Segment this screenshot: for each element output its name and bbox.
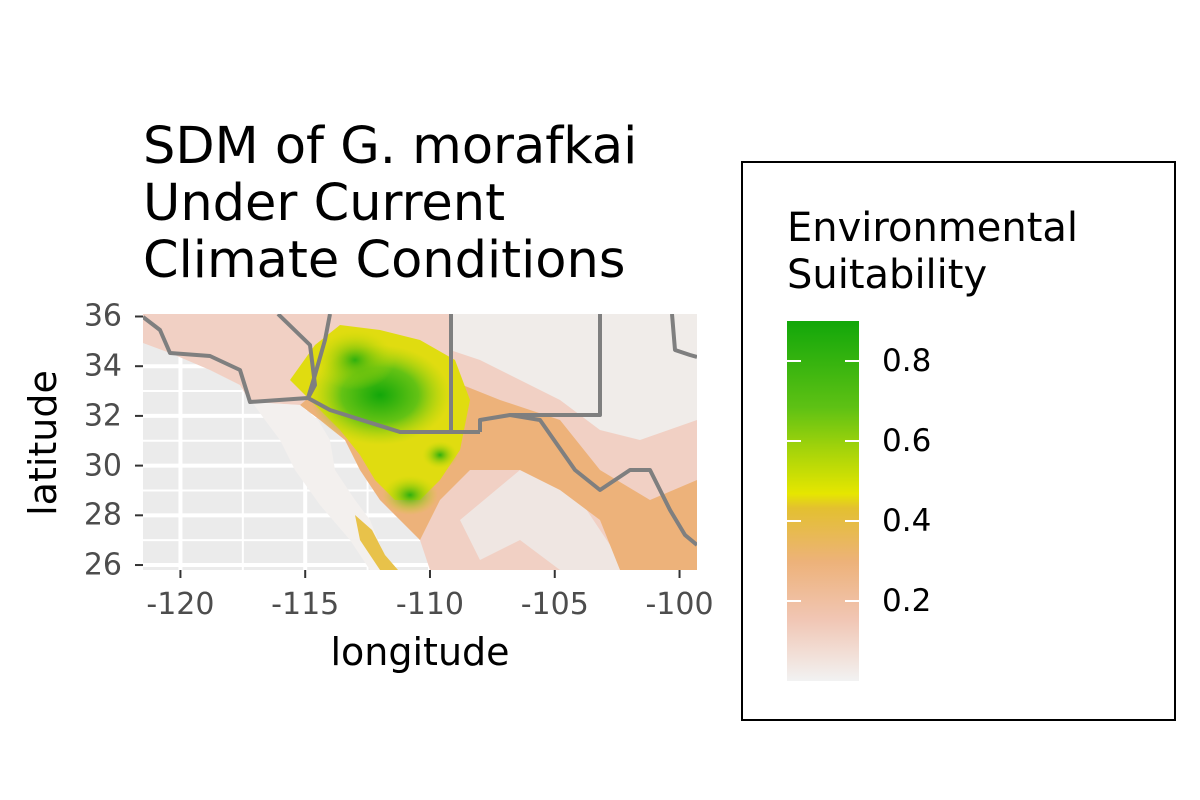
colorbar-tick-label: 0.6 bbox=[882, 423, 932, 459]
colorbar-tick bbox=[845, 600, 859, 602]
y-tick-label: 36 bbox=[83, 298, 122, 334]
legend: Environmental Suitability 0.8 0.6 0.4 0.2 bbox=[741, 161, 1176, 721]
title-line: Under Current bbox=[143, 174, 506, 233]
y-tick-label: 26 bbox=[83, 547, 122, 583]
colorbar-tick bbox=[787, 520, 801, 522]
colorbar bbox=[787, 321, 859, 681]
y-tick-label: 32 bbox=[83, 398, 122, 434]
x-tick-label: -110 bbox=[395, 587, 465, 622]
colorbar-tick bbox=[845, 440, 859, 442]
legend-title-line: Environmental bbox=[787, 205, 1079, 251]
colorbar-tick bbox=[787, 440, 801, 442]
chart-title: SDM of G. morafkai Under Current Climate… bbox=[143, 118, 723, 289]
x-tick-label: -120 bbox=[146, 587, 215, 622]
legend-title: Environmental Suitability bbox=[787, 205, 1078, 299]
colorbar-tick-label: 0.4 bbox=[882, 503, 932, 539]
x-tick-label: -100 bbox=[645, 587, 714, 622]
colorbar-tick bbox=[787, 600, 801, 602]
axis-ticks bbox=[135, 315, 681, 578]
colorbar-tick-label: 0.2 bbox=[882, 583, 932, 619]
legend-title-line: Suitability bbox=[787, 252, 988, 298]
suitability-raster bbox=[143, 314, 697, 570]
y-tick-label: 34 bbox=[83, 348, 122, 384]
x-tick-label: -105 bbox=[520, 587, 589, 622]
colorbar-tick bbox=[845, 360, 859, 362]
y-tick-label: 28 bbox=[83, 497, 122, 533]
colorbar-tick bbox=[787, 360, 801, 362]
colorbar-tick-label: 0.8 bbox=[882, 343, 932, 379]
boundary-lines bbox=[143, 314, 697, 547]
colorbar-tick bbox=[845, 520, 859, 522]
y-tick-label: 30 bbox=[83, 448, 122, 484]
title-line: Climate Conditions bbox=[143, 231, 626, 290]
title-line: SDM of G. morafkai bbox=[143, 117, 638, 176]
y-axis-title: latitude bbox=[21, 370, 65, 516]
x-axis-title: longitude bbox=[330, 630, 510, 674]
x-tick-label: -115 bbox=[271, 587, 340, 622]
